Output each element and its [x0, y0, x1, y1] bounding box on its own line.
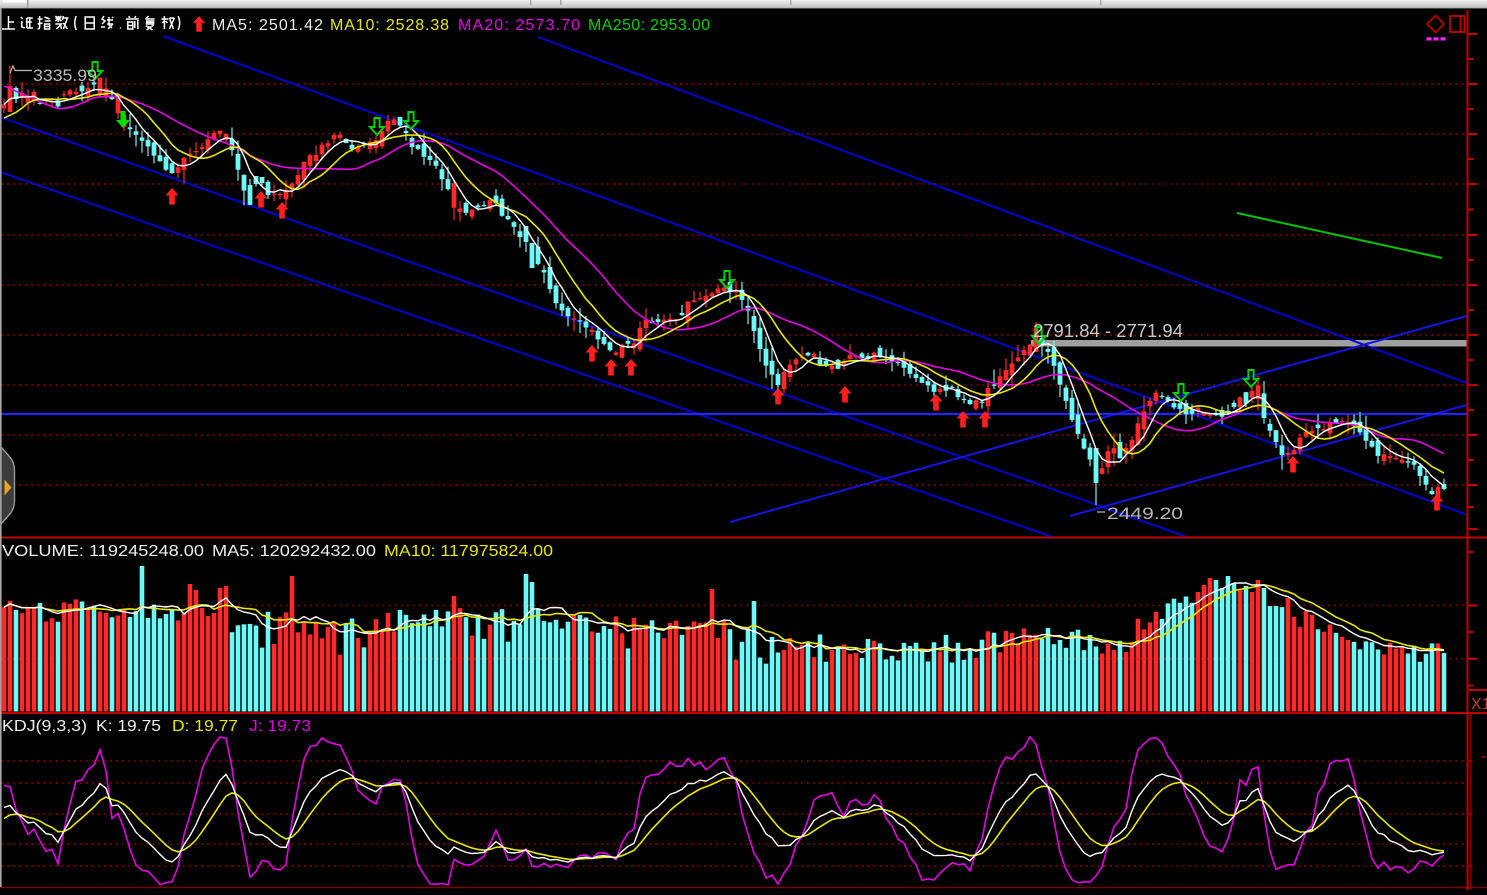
svg-text:X1: X1 [1471, 696, 1487, 713]
svg-text:KDJ(9,3,3): KDJ(9,3,3) [2, 718, 87, 735]
svg-text:MA10: 117975824.00: MA10: 117975824.00 [384, 543, 553, 560]
svg-text:MA10: 2528.38: MA10: 2528.38 [330, 17, 449, 34]
svg-text:MA5: 2501.42: MA5: 2501.42 [212, 17, 323, 34]
svg-text:K: 19.75: K: 19.75 [96, 718, 161, 735]
svg-text:J: 19.73: J: 19.73 [249, 718, 311, 735]
svg-text:VOLUME: 119245248.00: VOLUME: 119245248.00 [2, 543, 204, 560]
svg-text:2449.20: 2449.20 [1107, 504, 1183, 523]
svg-text:D: 19.77: D: 19.77 [172, 718, 238, 735]
svg-text:MA20: 2573.70: MA20: 2573.70 [458, 17, 580, 34]
svg-text:MA5: 120292432.00: MA5: 120292432.00 [212, 543, 376, 560]
svg-text:MA250: 2953.00: MA250: 2953.00 [588, 17, 710, 34]
svg-text:3335.99: 3335.99 [33, 66, 97, 85]
svg-text:2791.84 - 2771.94: 2791.84 - 2771.94 [1033, 321, 1183, 341]
